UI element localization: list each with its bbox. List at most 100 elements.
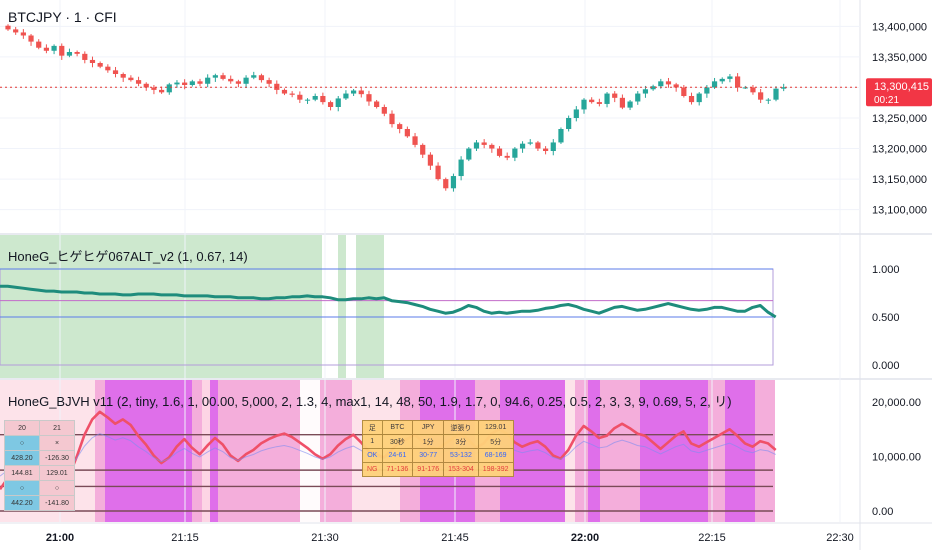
- candle-body[interactable]: [243, 77, 249, 84]
- candle-body[interactable]: [304, 99, 311, 101]
- candle-body[interactable]: [735, 76, 741, 88]
- candle-body[interactable]: [650, 86, 656, 90]
- candle-body[interactable]: [658, 81, 664, 87]
- candle-body[interactable]: [358, 90, 364, 95]
- candle-body[interactable]: [443, 179, 449, 189]
- candle-body[interactable]: [189, 81, 195, 85]
- candle-body[interactable]: [635, 93, 641, 102]
- candle-body[interactable]: [228, 78, 234, 82]
- candle-body[interactable]: [773, 88, 779, 100]
- candle-body[interactable]: [327, 102, 334, 107]
- candle-body[interactable]: [120, 74, 126, 78]
- candle-body[interactable]: [420, 144, 426, 155]
- candle-body[interactable]: [519, 143, 526, 149]
- candle-body[interactable]: [742, 87, 748, 89]
- candle-body[interactable]: [673, 84, 679, 88]
- candle-body[interactable]: [381, 107, 387, 114]
- candle-body[interactable]: [704, 87, 710, 94]
- candle-body[interactable]: [182, 82, 188, 85]
- candle-body[interactable]: [266, 80, 272, 84]
- candle-body[interactable]: [374, 101, 380, 108]
- oscillator-line[interactable]: [0, 284, 777, 319]
- candle-body[interactable]: [159, 89, 165, 93]
- candle-body[interactable]: [604, 93, 610, 104]
- candle-body[interactable]: [205, 77, 211, 84]
- candle-body[interactable]: [719, 78, 725, 82]
- candle-body[interactable]: [28, 35, 34, 42]
- candle-body[interactable]: [596, 102, 602, 104]
- candle-body[interactable]: [504, 155, 510, 158]
- candle-body[interactable]: [13, 29, 19, 33]
- candle-body[interactable]: [612, 93, 618, 98]
- candle-body[interactable]: [450, 176, 457, 189]
- candle-body[interactable]: [82, 53, 88, 60]
- candle-body[interactable]: [550, 142, 556, 151]
- candle-body[interactable]: [466, 148, 472, 160]
- candle-body[interactable]: [435, 165, 441, 180]
- candle-body[interactable]: [404, 129, 410, 137]
- candle-body[interactable]: [496, 148, 503, 156]
- candlestick-series[interactable]: [0, 24, 860, 192]
- candle-body[interactable]: [366, 94, 372, 102]
- candle-body[interactable]: [489, 144, 495, 149]
- candle-body[interactable]: [665, 81, 672, 85]
- candle-body[interactable]: [412, 136, 418, 145]
- candle-body[interactable]: [74, 52, 80, 54]
- candle-body[interactable]: [512, 148, 518, 158]
- candle-body[interactable]: [750, 87, 756, 93]
- candle-body[interactable]: [197, 81, 203, 84]
- candle-body[interactable]: [535, 142, 541, 149]
- candle-body[interactable]: [481, 142, 487, 145]
- candle-body[interactable]: [112, 70, 119, 74]
- candle-body[interactable]: [212, 75, 218, 78]
- candle-body[interactable]: [458, 159, 464, 177]
- candle-body[interactable]: [5, 25, 11, 30]
- candle-body[interactable]: [581, 99, 587, 110]
- candle-body[interactable]: [781, 87, 787, 89]
- candle-body[interactable]: [97, 63, 103, 67]
- candle-body[interactable]: [166, 84, 172, 93]
- candle-body[interactable]: [589, 99, 595, 103]
- candle-body[interactable]: [66, 52, 73, 56]
- candle-body[interactable]: [220, 75, 226, 79]
- candle-body[interactable]: [696, 93, 702, 103]
- candle-body[interactable]: [51, 45, 57, 51]
- candle-body[interactable]: [289, 93, 295, 95]
- candle-body[interactable]: [619, 97, 625, 108]
- candle-body[interactable]: [174, 82, 180, 85]
- candle-body[interactable]: [128, 77, 134, 81]
- candle-body[interactable]: [543, 148, 549, 151]
- candle-body[interactable]: [711, 81, 718, 88]
- candle-body[interactable]: [105, 66, 111, 71]
- candle-body[interactable]: [727, 76, 733, 79]
- candle-body[interactable]: [20, 32, 26, 36]
- oscillator-series[interactable]: [0, 268, 777, 366]
- candle-body[interactable]: [36, 41, 42, 48]
- candle-body[interactable]: [527, 142, 533, 144]
- candle-body[interactable]: [473, 142, 480, 149]
- candle-body[interactable]: [297, 94, 303, 100]
- candle-body[interactable]: [681, 87, 687, 96]
- candle-body[interactable]: [642, 89, 649, 94]
- candle-body[interactable]: [320, 96, 326, 103]
- candle-body[interactable]: [627, 101, 633, 108]
- candle-body[interactable]: [312, 96, 318, 100]
- candle-body[interactable]: [427, 154, 433, 166]
- candle-body[interactable]: [765, 99, 771, 101]
- candle-body[interactable]: [235, 81, 241, 84]
- candle-body[interactable]: [135, 80, 142, 84]
- candle-body[interactable]: [688, 96, 695, 103]
- candle-body[interactable]: [43, 47, 49, 51]
- candle-body[interactable]: [89, 59, 96, 63]
- candle-body[interactable]: [151, 87, 157, 90]
- candle-body[interactable]: [258, 75, 265, 81]
- candle-body[interactable]: [343, 93, 349, 99]
- candle-body[interactable]: [335, 98, 341, 107]
- candle-body[interactable]: [351, 90, 357, 94]
- candle-body[interactable]: [251, 75, 257, 78]
- candle-body[interactable]: [397, 124, 403, 129]
- candle-body[interactable]: [573, 109, 579, 118]
- candle-body[interactable]: [281, 89, 288, 94]
- candle-body[interactable]: [558, 129, 564, 143]
